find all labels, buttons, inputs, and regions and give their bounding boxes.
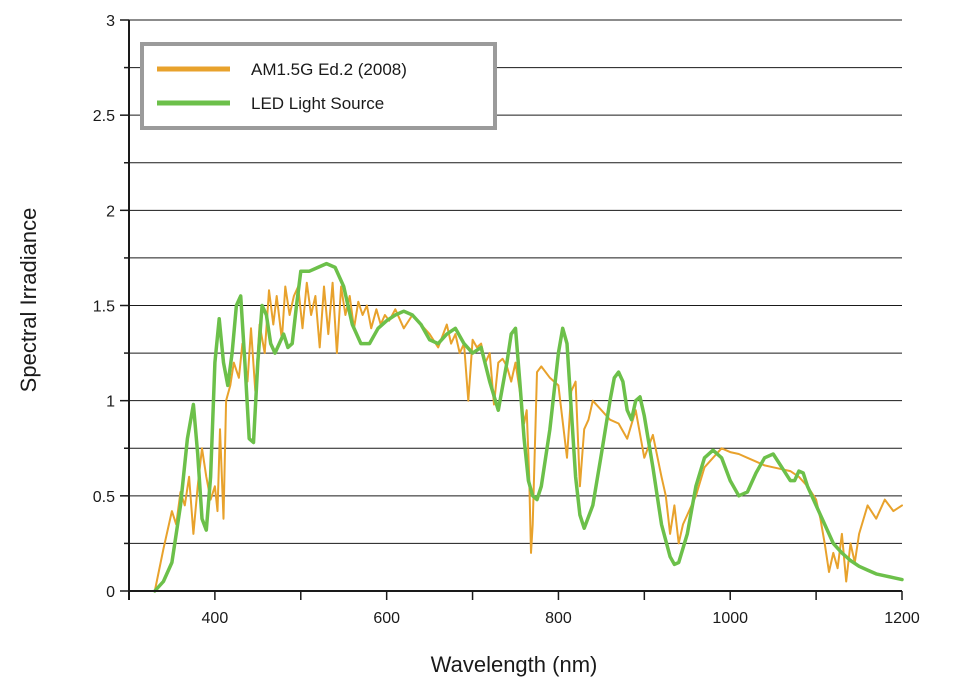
y-axis-title: Spectral Irradiance (16, 208, 41, 393)
legend-box (140, 42, 497, 130)
legend-label-am15g: AM1.5G Ed.2 (2008) (251, 60, 407, 79)
legend: AM1.5G Ed.2 (2008) LED Light Source (140, 42, 497, 130)
series-line-led (153, 261, 904, 593)
x-tick-label: 1200 (884, 610, 920, 627)
y-tick-label: 2.5 (93, 108, 115, 125)
y-tick-label: 0 (106, 584, 115, 601)
tick-marks (120, 19, 903, 600)
axes (128, 20, 902, 600)
y-tick-label: 3 (106, 13, 115, 30)
y-tick-label: 1 (106, 394, 115, 411)
legend-label-led: LED Light Source (251, 94, 384, 113)
x-tick-label: 800 (545, 610, 572, 627)
data-series (153, 261, 904, 593)
y-tick-label: 1.5 (93, 299, 115, 316)
x-tick-label: 600 (373, 610, 400, 627)
x-tick-label: 1000 (712, 610, 748, 627)
y-tick-label: 0.5 (93, 489, 115, 506)
tick-labels: 0 0.5 1 1.5 2 2.5 3 400 600 800 1000 1200 (93, 13, 920, 627)
gridlines (129, 19, 902, 544)
x-axis-title: Wavelength (nm) (431, 652, 598, 677)
x-tick-label: 400 (202, 610, 229, 627)
y-tick-label: 2 (106, 203, 115, 220)
